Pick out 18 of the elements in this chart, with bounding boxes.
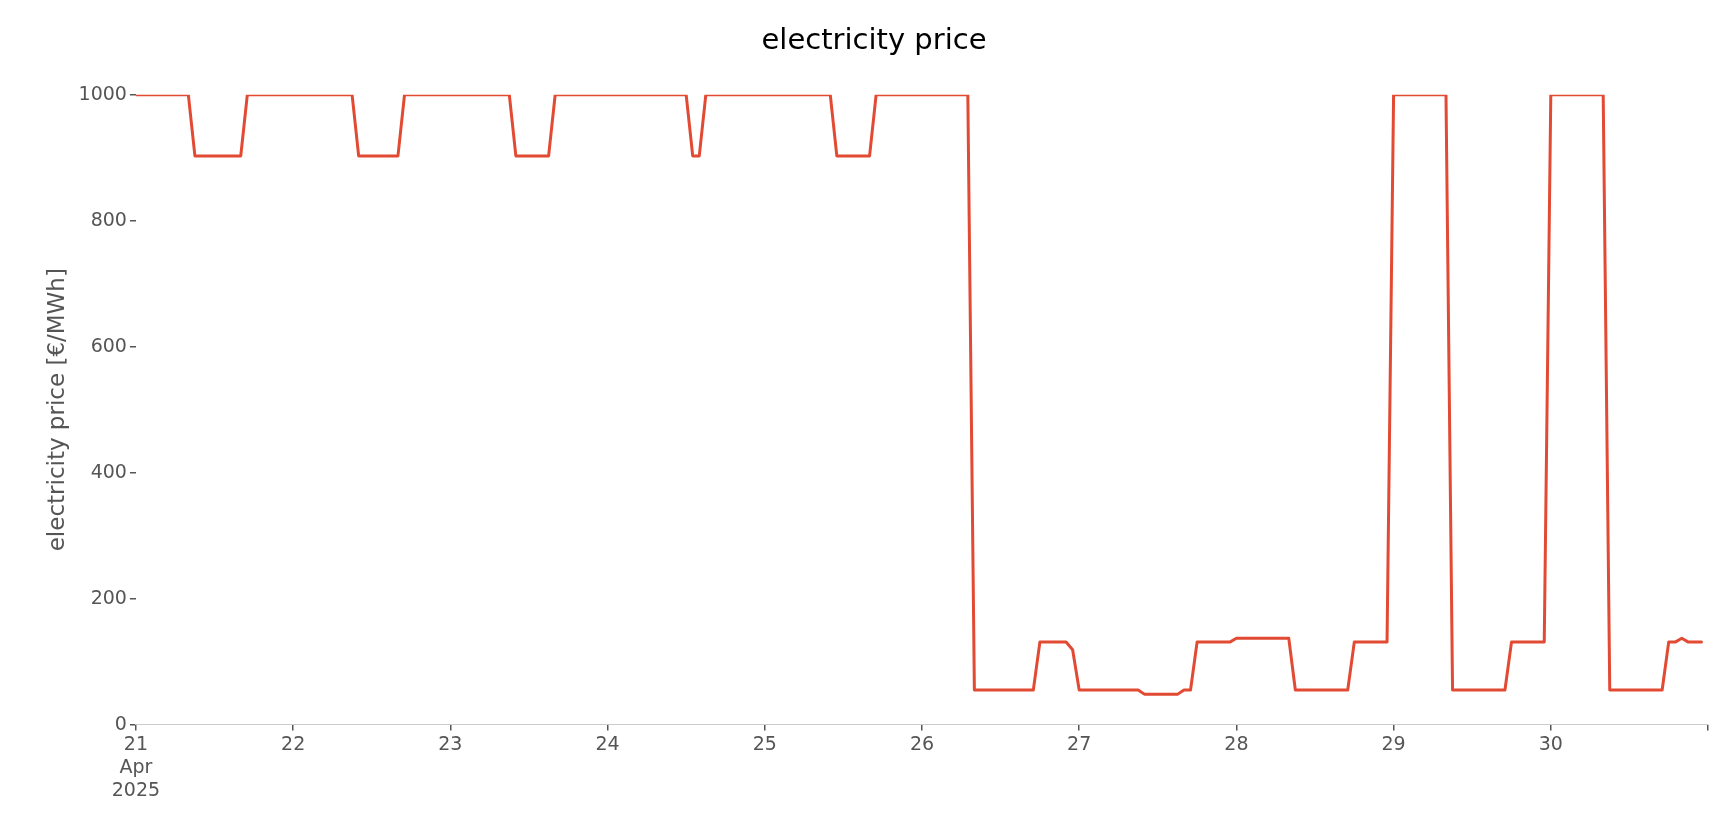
y-tick-label: 800 — [90, 207, 127, 230]
y-axis-title: electricity price [€/MWh] — [42, 268, 69, 552]
x-tick-label: 29 — [1381, 731, 1406, 754]
y-tick-label: 400 — [90, 459, 127, 482]
x-tick-label: 23 — [438, 731, 463, 754]
y-tick-label: 600 — [90, 333, 127, 356]
y-tick-label: 200 — [90, 585, 127, 608]
x-tick-label: 27 — [1067, 731, 1092, 754]
x-tick-label: 26 — [909, 731, 935, 754]
y-tick-label: 1000 — [78, 81, 127, 104]
x-tick-label: 30 — [1538, 731, 1563, 754]
x-tick-label: 28 — [1224, 731, 1249, 754]
x-tick-label: 25 — [752, 731, 777, 754]
y-tick-label: 0 — [114, 711, 127, 734]
x-tick-label: 24 — [595, 731, 620, 754]
x-tick-label: 22 — [281, 731, 306, 754]
chart-title: electricity price — [761, 21, 987, 56]
x-tick-label: 21 Apr 2025 — [111, 731, 161, 800]
